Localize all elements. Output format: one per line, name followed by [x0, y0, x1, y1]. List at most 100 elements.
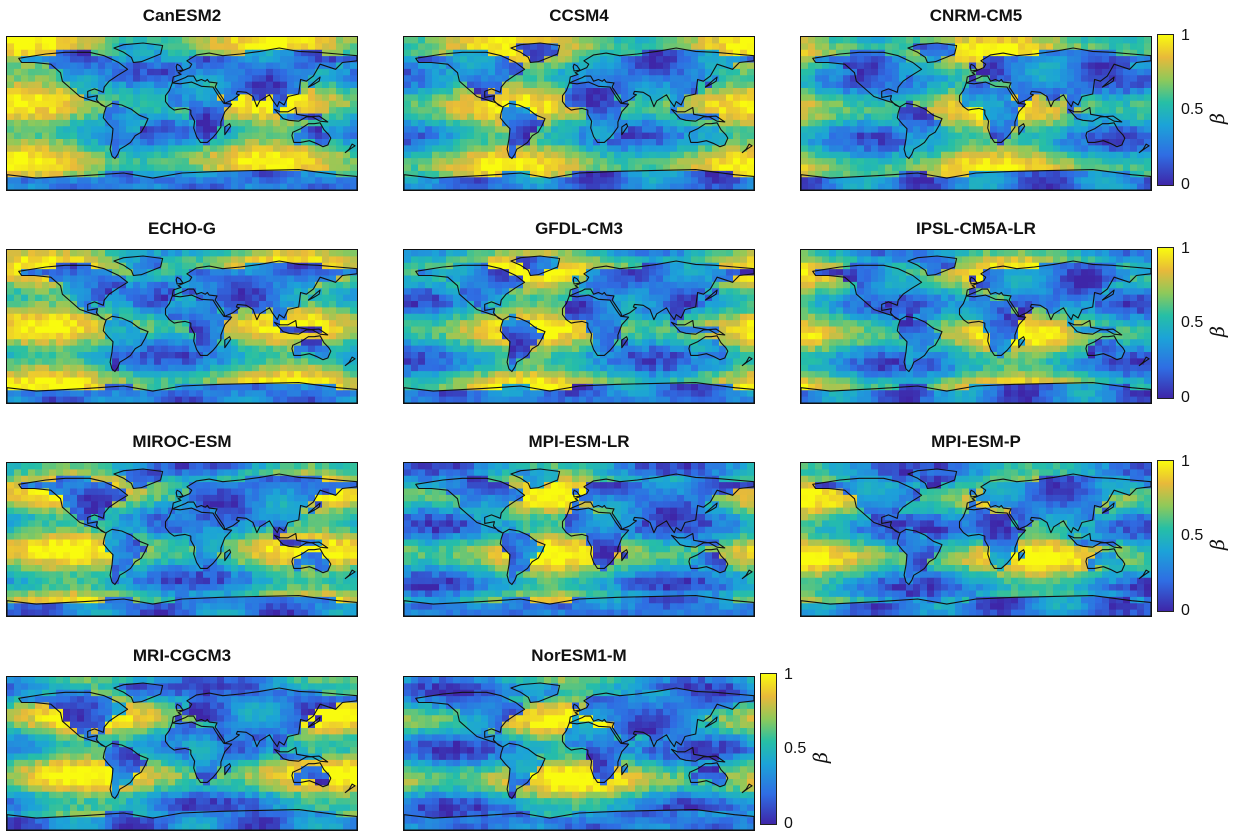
heatmap-cell	[1109, 56, 1117, 63]
heatmap-cell	[829, 81, 837, 89]
heatmap-cell	[677, 177, 685, 185]
heatmap-cell	[175, 88, 183, 95]
heatmap-cell	[28, 294, 36, 302]
heatmap-cell	[530, 43, 538, 51]
heatmap-cell	[1039, 81, 1047, 89]
heatmap-cell	[294, 262, 302, 270]
heatmap-cell	[42, 250, 50, 257]
heatmap-cell	[196, 339, 204, 347]
heatmap-cell	[1116, 145, 1124, 153]
heatmap-cell	[481, 75, 489, 83]
coastline	[688, 122, 729, 148]
heatmap-cell	[336, 88, 344, 95]
heatmap-cell	[196, 49, 204, 57]
heatmap-cell	[231, 56, 239, 63]
heatmap-cell	[329, 326, 337, 334]
heatmap-cell	[168, 281, 176, 289]
heatmap-cell	[35, 145, 43, 153]
heatmap-cell	[411, 75, 419, 83]
heatmap-cell	[439, 145, 447, 153]
heatmap-cell	[140, 68, 148, 76]
heatmap-cell	[224, 383, 232, 391]
heatmap-cell	[231, 345, 239, 353]
heatmap-cell	[252, 396, 260, 403]
heatmap-cell	[273, 151, 281, 159]
heatmap-cell	[70, 288, 78, 296]
heatmap-cell	[446, 68, 454, 76]
heatmap-cell	[133, 250, 141, 257]
heatmap-cell	[91, 151, 99, 159]
heatmap-cell	[245, 390, 253, 398]
heatmap-cell	[948, 75, 956, 83]
heatmap-cell	[530, 100, 538, 108]
heatmap-cell	[280, 113, 288, 121]
heatmap-cell	[495, 94, 503, 102]
heatmap-cell	[350, 56, 357, 63]
heatmap-cell	[621, 164, 629, 172]
heatmap-cell	[509, 151, 517, 159]
heatmap-cell	[1039, 100, 1047, 108]
heatmap-cell	[906, 132, 914, 140]
heatmap-cell	[892, 62, 900, 70]
heatmap-cell	[906, 81, 914, 89]
heatmap-cell	[196, 313, 204, 321]
heatmap-cell	[1137, 37, 1145, 44]
heatmap-cell	[1081, 49, 1089, 57]
heatmap-cell	[294, 250, 302, 257]
heatmap-cell	[28, 100, 36, 108]
heatmap-cell	[42, 390, 50, 398]
heatmap-cell	[147, 81, 155, 89]
heatmap-cell	[308, 250, 316, 257]
heatmap-cell	[56, 100, 64, 108]
heatmap-cell	[593, 250, 601, 257]
heatmap-cell	[287, 326, 295, 334]
heatmap-cell	[432, 119, 440, 127]
heatmap-cell	[621, 132, 629, 140]
heatmap-cell	[1046, 139, 1054, 146]
heatmap-cell	[418, 81, 426, 89]
heatmap-cell	[572, 119, 580, 127]
heatmap-cell	[404, 37, 412, 44]
heatmap-cell	[182, 94, 190, 102]
heatmap-cell	[801, 68, 809, 76]
heatmap-cell	[21, 94, 29, 102]
heatmap-cell	[322, 183, 330, 190]
heatmap-cell	[635, 145, 643, 153]
heatmap-cell	[252, 256, 260, 264]
heatmap-cell	[523, 113, 531, 121]
heatmap-cell	[84, 145, 92, 153]
heatmap-cell	[14, 113, 22, 121]
heatmap-cell	[544, 68, 552, 76]
heatmap-cell	[322, 113, 330, 121]
heatmap-cell	[49, 113, 57, 121]
heatmap-cell	[934, 62, 942, 70]
heatmap-cell	[1102, 94, 1110, 102]
heatmap-cell	[850, 158, 858, 165]
heatmap-cell	[301, 177, 309, 185]
heatmap-cell	[266, 345, 274, 353]
heatmap-cell	[808, 94, 816, 102]
heatmap-cell	[154, 358, 162, 366]
heatmap-cell	[112, 170, 120, 178]
heatmap-cell	[642, 75, 650, 83]
heatmap-cell	[350, 275, 357, 283]
heatmap-cell	[49, 294, 57, 302]
heatmap-cell	[231, 288, 239, 296]
heatmap-cell	[691, 62, 699, 70]
heatmap-cell	[343, 107, 351, 114]
panel-title: CCSM4	[549, 6, 609, 25]
heatmap-cell	[516, 170, 524, 178]
heatmap-cell	[273, 332, 281, 340]
heatmap-cell	[77, 288, 85, 296]
heatmap-cell	[119, 132, 127, 140]
heatmap-cell	[467, 145, 475, 153]
heatmap-cell	[1046, 145, 1054, 153]
heatmap-cell	[740, 68, 748, 76]
heatmap-cell	[322, 320, 330, 327]
heatmap-cell	[1039, 62, 1047, 70]
heatmap-cell	[182, 37, 190, 44]
heatmap-cell	[350, 139, 357, 146]
heatmap-cell	[418, 256, 426, 264]
heatmap-cell	[245, 301, 253, 308]
heatmap-cell	[203, 396, 211, 403]
